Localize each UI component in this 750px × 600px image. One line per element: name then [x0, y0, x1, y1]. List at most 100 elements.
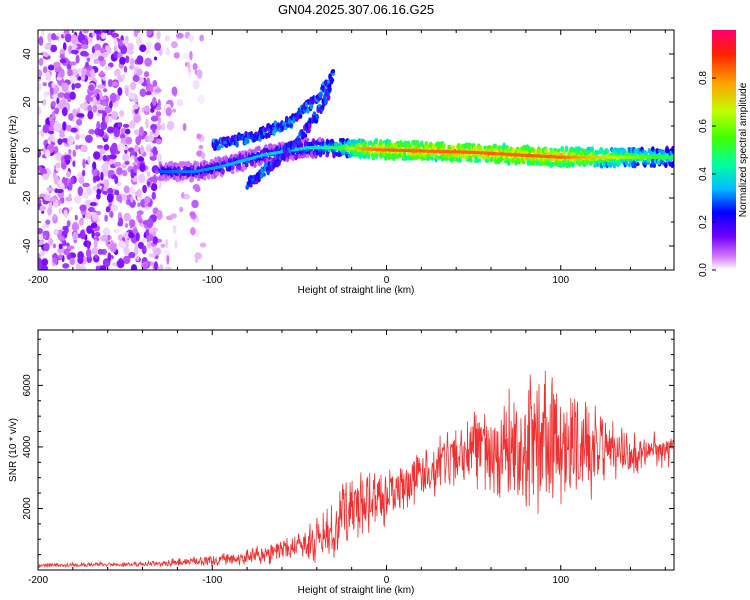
noise-speckle: [47, 64, 55, 71]
noise-speckle: [71, 83, 76, 91]
noise-speckle: [121, 153, 130, 162]
main-tone-mark: [332, 152, 336, 159]
noise-speckle: [75, 54, 80, 64]
noise-speckle: [152, 96, 157, 107]
noise-speckle: [62, 121, 67, 131]
main-tone-mark: [417, 143, 421, 149]
noise-speckle: [107, 169, 112, 179]
noise-speckle: [58, 236, 65, 241]
noise-speckle: [85, 61, 89, 68]
noise-speckle: [94, 175, 101, 182]
noise-speckle: [189, 50, 193, 61]
noise-speckle: [46, 186, 55, 192]
noise-speckle: [52, 243, 57, 249]
noise-speckle: [85, 248, 92, 258]
noise-speckle: [164, 35, 170, 42]
noise-speckle: [113, 228, 120, 233]
noise-speckle: [120, 44, 128, 55]
noise-speckle: [148, 253, 157, 258]
spectrogram-x-tick-label: 0: [384, 275, 390, 286]
main-tone-mark: [553, 147, 557, 152]
noise-speckle: [109, 100, 113, 109]
noise-speckle: [119, 195, 123, 204]
main-tone-mark: [309, 141, 313, 148]
noise-speckle: [48, 201, 53, 209]
noise-speckle: [111, 110, 119, 120]
branch-mark: [303, 133, 308, 139]
noise-speckle: [79, 134, 87, 139]
noise-speckle: [130, 264, 138, 270]
main-tone-mark: [259, 160, 264, 165]
noise-speckle: [64, 33, 72, 43]
noise-speckle: [133, 164, 138, 172]
main-tone-mark: [590, 146, 594, 153]
noise-speckle: [171, 41, 178, 49]
noise-speckle: [103, 144, 110, 151]
noise-speckle: [166, 120, 175, 131]
noise-speckle: [109, 243, 117, 253]
noise-speckle: [100, 234, 108, 242]
noise-speckle: [107, 187, 114, 195]
noise-speckle: [47, 126, 56, 131]
noise-speckle: [63, 209, 68, 218]
noise-speckle: [61, 138, 69, 143]
noise-speckle: [117, 122, 123, 128]
noise-speckle: [125, 87, 129, 97]
noise-speckle: [125, 55, 130, 64]
branch-mark: [328, 86, 332, 93]
noise-speckle: [86, 240, 91, 250]
noise-speckle: [45, 71, 51, 81]
noise-speckle: [41, 258, 49, 266]
noise-speckle: [83, 192, 89, 199]
noise-speckle: [87, 36, 93, 44]
noise-speckle: [94, 232, 101, 237]
main-tone-mark: [257, 145, 261, 152]
noise-speckle: [59, 132, 66, 139]
noise-speckle: [103, 88, 108, 93]
noise-speckle: [192, 80, 200, 90]
noise-speckle: [53, 146, 59, 155]
noise-speckle: [63, 154, 72, 161]
noise-speckle: [62, 263, 70, 269]
noise-speckle: [129, 120, 136, 129]
noise-speckle: [199, 34, 204, 42]
noise-speckle: [150, 115, 159, 122]
noise-speckle: [57, 102, 65, 110]
noise-speckle: [140, 145, 145, 155]
main-tone-mark: [620, 158, 625, 164]
snr-x-tick-label: -100: [202, 575, 222, 586]
noise-speckle: [57, 138, 63, 145]
noise-speckle: [85, 212, 92, 220]
branch-mark: [235, 140, 239, 148]
noise-speckle: [42, 124, 49, 134]
spectrogram-marks: [38, 30, 674, 270]
branch-mark: [296, 139, 301, 145]
noise-speckle: [136, 210, 144, 216]
noise-speckle: [133, 129, 141, 136]
noise-speckle: [125, 136, 133, 145]
noise-speckle: [47, 206, 53, 216]
noise-speckle: [124, 160, 130, 165]
noise-speckle: [68, 193, 72, 199]
noise-speckle: [158, 264, 164, 270]
noise-speckle: [79, 229, 86, 240]
main-tone-mark: [170, 162, 175, 167]
noise-speckle: [55, 151, 63, 162]
spectrogram-x-tick-label: -100: [202, 275, 222, 286]
noise-speckle: [48, 130, 55, 135]
noise-speckle: [195, 229, 201, 238]
noise-speckle: [88, 128, 95, 135]
noise-speckle: [89, 201, 97, 207]
branch-mark: [308, 122, 312, 129]
colorbar: 0.0 0.2 0.4 0.6 0.8 Normalized spectral ampl…: [698, 30, 749, 277]
main-tone-mark: [502, 142, 506, 150]
noise-speckle: [122, 169, 128, 177]
noise-speckle: [77, 256, 84, 265]
noise-speckle: [104, 115, 110, 123]
spectrogram-x-tick-label: -200: [28, 275, 48, 286]
noise-speckle: [116, 167, 123, 175]
spectrogram-y-label: Frequency (Hz): [8, 116, 19, 185]
noise-speckle: [56, 76, 63, 81]
noise-speckle: [70, 49, 79, 55]
noise-speckle: [97, 56, 105, 62]
